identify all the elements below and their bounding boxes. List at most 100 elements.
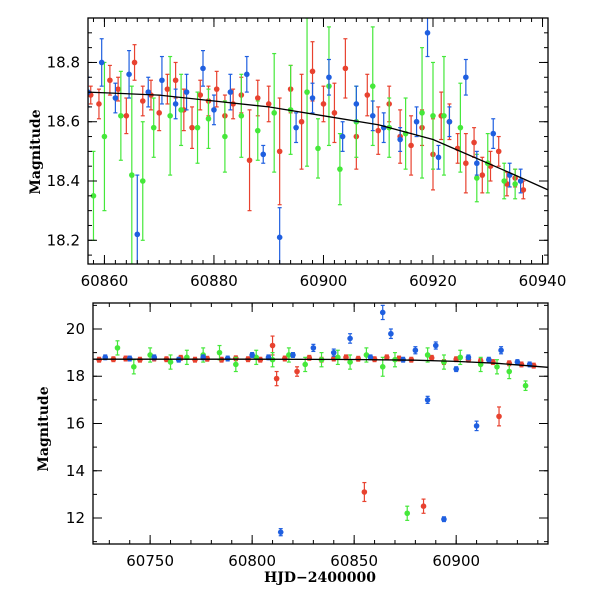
data-point (276, 234, 283, 241)
data-point (139, 178, 146, 184)
y-tick-label: 12 (66, 509, 85, 527)
data-point (471, 139, 477, 146)
data-point (123, 113, 130, 119)
data-point (101, 133, 108, 140)
bottom-x-tick-labels: 60750 60800 60850 60900 (126, 552, 480, 570)
data-point (139, 98, 146, 104)
bottom-y-tick-labels: 12 14 16 18 20 (66, 320, 85, 527)
data-point (430, 113, 436, 119)
x-tick-label: 60900 (300, 272, 348, 290)
data-point (495, 148, 502, 155)
bottom-series-g (114, 340, 529, 521)
x-tick-label: 60900 (432, 552, 480, 570)
bottom-y-axis-label: Magnitude (36, 386, 52, 471)
data-point (254, 127, 261, 134)
data-point (457, 354, 464, 361)
data-point (435, 154, 442, 161)
data-point (522, 382, 529, 389)
data-point (342, 65, 349, 72)
data-point (273, 375, 280, 382)
data-point (167, 359, 174, 365)
y-tick-label: 18.6 (47, 113, 80, 131)
data-point (520, 187, 527, 193)
data-point (363, 352, 370, 358)
data-point (145, 89, 152, 95)
data-point (347, 359, 353, 365)
data-point (512, 181, 518, 187)
data-point (131, 363, 137, 370)
data-point (320, 101, 327, 107)
data-point (286, 352, 292, 358)
y-tick-label: 20 (66, 320, 85, 338)
data-point (197, 92, 204, 98)
top-panel: 60860 60880 60900 60920 60940 18.218.418.618… (28, 17, 567, 290)
data-point (178, 107, 184, 113)
data-point (249, 352, 255, 358)
top-model-curve (88, 91, 548, 191)
data-point (129, 172, 135, 178)
data-point (309, 68, 316, 75)
top-series-g (90, 18, 518, 264)
bottom-ticks (93, 303, 548, 544)
data-point (254, 95, 261, 101)
data-point (457, 124, 464, 131)
data-point (441, 113, 447, 119)
data-point (331, 110, 338, 116)
data-point (432, 342, 439, 349)
x-tick-label: 60940 (519, 272, 567, 290)
top-series-b (88, 18, 524, 264)
data-point (375, 127, 382, 134)
top-ticks (88, 17, 548, 264)
bottom-series-b (102, 304, 533, 537)
data-point (453, 366, 459, 372)
data-point (90, 193, 97, 199)
data-point (388, 330, 394, 337)
data-point (315, 145, 321, 152)
data-point (404, 510, 411, 517)
data-point (441, 359, 447, 365)
data-point (194, 124, 201, 131)
data-point (183, 89, 190, 95)
data-point (107, 77, 113, 84)
data-point (150, 124, 157, 131)
data-point (213, 86, 220, 92)
data-point (126, 71, 132, 78)
top-axes-frame (87, 17, 549, 265)
x-tick-label: 60920 (409, 272, 457, 290)
data-point (96, 101, 102, 107)
data-point (473, 423, 480, 429)
data-point (164, 86, 171, 92)
y-tick-label: 18 (66, 367, 85, 385)
bottom-panel: 60750 60800 60850 60900 12 14 16 18 20 Magnitud… (36, 302, 549, 586)
data-point (474, 175, 480, 181)
data-point (343, 354, 349, 361)
data-point (302, 361, 308, 368)
data-point (200, 65, 206, 72)
data-point (233, 361, 239, 368)
top-y-axis-label: Magnitude (28, 109, 44, 194)
data-point (131, 59, 138, 66)
data-point (490, 130, 497, 137)
data-point (335, 354, 341, 361)
x-tick-label: 60850 (330, 552, 378, 570)
data-point (496, 413, 502, 420)
data-point (222, 133, 228, 140)
data-point (420, 503, 427, 509)
data-point (172, 101, 179, 107)
x-tick-label: 60860 (81, 272, 129, 290)
data-point (347, 335, 353, 342)
data-point (244, 71, 250, 78)
data-point (290, 352, 296, 358)
data-point (205, 115, 212, 122)
data-point (514, 359, 521, 365)
data-point (167, 113, 173, 119)
data-point (413, 118, 420, 125)
data-point (506, 368, 513, 375)
data-point (298, 118, 305, 125)
data-point (276, 148, 283, 155)
data-point (189, 124, 195, 131)
y-tick-label: 18.2 (47, 231, 80, 249)
data-point (412, 347, 419, 354)
data-point (293, 124, 299, 131)
